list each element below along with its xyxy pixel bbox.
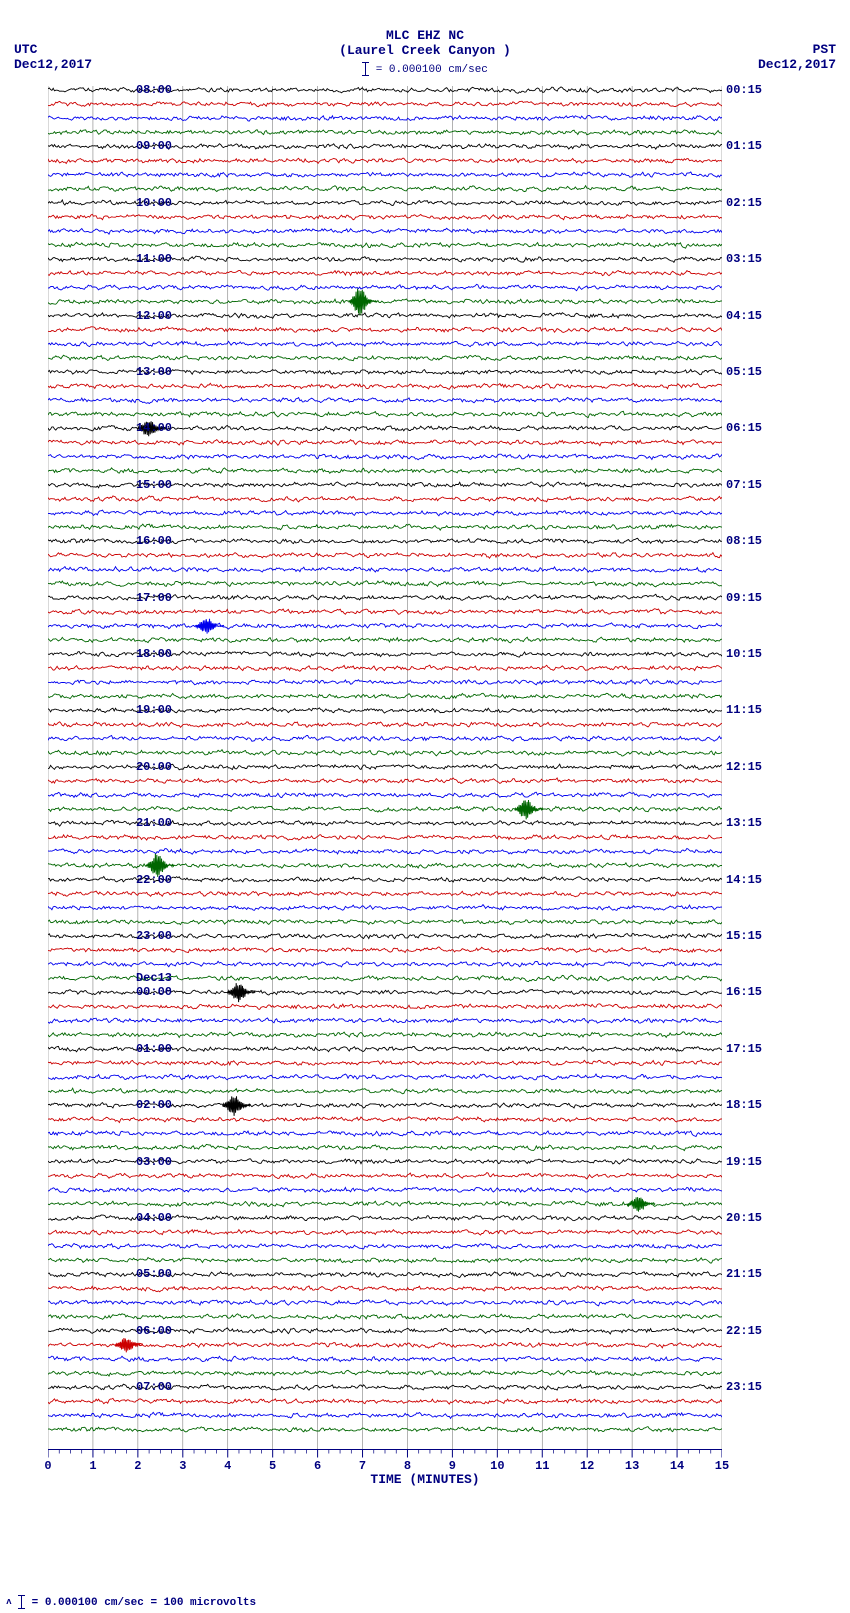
pst-time-label: 16:15 xyxy=(726,985,762,999)
pst-time-label: 21:15 xyxy=(726,1267,762,1281)
pst-time-label: 08:15 xyxy=(726,534,762,548)
utc-time-label: 20:00 xyxy=(136,760,172,774)
footer-text: = 0.000100 cm/sec = 100 microvolts xyxy=(32,1597,256,1609)
pst-time-label: 17:15 xyxy=(726,1042,762,1056)
x-tick-label: 12 xyxy=(580,1459,594,1473)
utc-time-label: 23:00 xyxy=(136,929,172,943)
x-tick-label: 7 xyxy=(359,1459,366,1473)
scale-bar-icon xyxy=(365,62,366,76)
utc-time-label: 04:00 xyxy=(136,1211,172,1225)
x-tick-label: 15 xyxy=(715,1459,729,1473)
pst-time-label: 03:15 xyxy=(726,252,762,266)
utc-time-label: 05:00 xyxy=(136,1267,172,1281)
x-tick-label: 4 xyxy=(224,1459,231,1473)
tz-left-label: UTC xyxy=(14,42,92,57)
pst-time-label: 15:15 xyxy=(726,929,762,943)
scale-value: = 0.000100 cm/sec xyxy=(376,64,488,76)
pst-time-label: 00:15 xyxy=(726,83,762,97)
tz-left: UTC Dec12,2017 xyxy=(14,42,92,72)
utc-time-label: 13:00 xyxy=(136,365,172,379)
pst-time-label: 12:15 xyxy=(726,760,762,774)
pst-time-label: 19:15 xyxy=(726,1155,762,1169)
utc-time-label: 01:00 xyxy=(136,1042,172,1056)
tz-right: PST Dec12,2017 xyxy=(758,42,836,72)
pst-time-label: 05:15 xyxy=(726,365,762,379)
utc-time-label: 15:00 xyxy=(136,478,172,492)
footer-scale-bar-icon xyxy=(21,1595,22,1609)
pst-time-label: 04:15 xyxy=(726,309,762,323)
pst-time-label: 18:15 xyxy=(726,1098,762,1112)
station-code: MLC EHZ NC xyxy=(0,28,850,43)
pst-time-label: 20:15 xyxy=(726,1211,762,1225)
x-tick-label: 6 xyxy=(314,1459,321,1473)
x-tick-label: 5 xyxy=(269,1459,276,1473)
x-tick-label: 14 xyxy=(670,1459,684,1473)
date-break-label: Dec13 xyxy=(136,971,172,985)
pst-time-label: 14:15 xyxy=(726,873,762,887)
x-tick-label: 11 xyxy=(535,1459,549,1473)
utc-time-label: 00:00 xyxy=(136,985,172,999)
utc-time-label: 10:00 xyxy=(136,196,172,210)
scale-legend: = 0.000100 cm/sec xyxy=(0,62,850,76)
utc-time-label: 16:00 xyxy=(136,534,172,548)
x-axis-title: TIME (MINUTES) xyxy=(0,1472,850,1487)
tz-right-label: PST xyxy=(758,42,836,57)
pst-time-label: 06:15 xyxy=(726,421,762,435)
utc-time-label: 21:00 xyxy=(136,816,172,830)
utc-time-label: 12:00 xyxy=(136,309,172,323)
tz-right-date: Dec12,2017 xyxy=(758,57,836,72)
x-tick-label: 0 xyxy=(44,1459,51,1473)
x-tick-label: 2 xyxy=(134,1459,141,1473)
tz-left-date: Dec12,2017 xyxy=(14,57,92,72)
x-tick-label: 9 xyxy=(449,1459,456,1473)
utc-time-label: 06:00 xyxy=(136,1324,172,1338)
x-tick-label: 10 xyxy=(490,1459,504,1473)
utc-time-label: 22:00 xyxy=(136,873,172,887)
x-tick-label: 3 xyxy=(179,1459,186,1473)
pst-time-label: 02:15 xyxy=(726,196,762,210)
utc-time-label: 17:00 xyxy=(136,591,172,605)
utc-time-label: 02:00 xyxy=(136,1098,172,1112)
utc-time-label: 07:00 xyxy=(136,1380,172,1394)
footer-tick-icon: ᴧ xyxy=(6,1597,11,1607)
pst-time-label: 22:15 xyxy=(726,1324,762,1338)
utc-time-label: 09:00 xyxy=(136,139,172,153)
pst-time-label: 13:15 xyxy=(726,816,762,830)
utc-time-label: 14:00 xyxy=(136,421,172,435)
station-name: (Laurel Creek Canyon ) xyxy=(0,43,850,58)
x-tick-label: 8 xyxy=(404,1459,411,1473)
utc-time-label: 19:00 xyxy=(136,703,172,717)
seismogram-page: MLC EHZ NC (Laurel Creek Canyon ) = 0.00… xyxy=(0,0,850,1613)
x-tick-label: 13 xyxy=(625,1459,639,1473)
utc-time-label: 11:00 xyxy=(136,252,172,266)
pst-time-label: 07:15 xyxy=(726,478,762,492)
utc-time-label: 18:00 xyxy=(136,647,172,661)
x-tick-label: 1 xyxy=(89,1459,96,1473)
footer: ᴧ = 0.000100 cm/sec = 100 microvolts xyxy=(6,1595,256,1609)
header: MLC EHZ NC (Laurel Creek Canyon ) xyxy=(0,28,850,58)
utc-time-label: 03:00 xyxy=(136,1155,172,1169)
pst-time-label: 23:15 xyxy=(726,1380,762,1394)
pst-time-label: 11:15 xyxy=(726,703,762,717)
utc-time-label: 08:00 xyxy=(136,83,172,97)
pst-time-label: 09:15 xyxy=(726,591,762,605)
pst-time-label: 01:15 xyxy=(726,139,762,153)
pst-time-label: 10:15 xyxy=(726,647,762,661)
